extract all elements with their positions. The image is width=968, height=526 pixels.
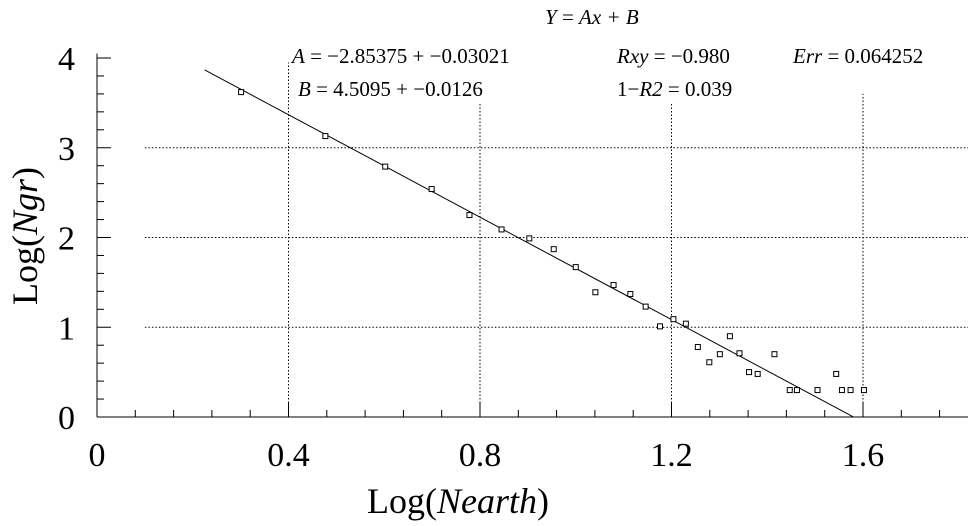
tick-labels: 0 0.4 0.8 1.2 1.6 0 1 2 3 4 <box>58 41 884 474</box>
data-point <box>382 163 389 170</box>
stat-r2: 1−R2 = 0.039 <box>617 77 732 101</box>
equation-label: Y = Ax + B <box>545 5 639 29</box>
fit-line-group <box>204 69 854 418</box>
data-point <box>682 320 689 327</box>
fit-line <box>204 69 854 418</box>
y-tick-label: 1 <box>58 310 75 347</box>
data-point <box>706 359 713 366</box>
stat-a: A = −2.85375 + −0.03021 <box>290 44 510 68</box>
axes <box>96 53 968 418</box>
y-tick-label: 3 <box>58 131 75 168</box>
data-point <box>833 370 840 377</box>
y-tick-label: 0 <box>58 400 75 437</box>
data-point <box>550 246 557 253</box>
tick-marks <box>96 57 941 418</box>
x-tick-label: 1.2 <box>650 437 693 474</box>
data-point <box>610 282 617 289</box>
data-point <box>860 387 867 394</box>
data-point <box>670 316 677 323</box>
x-tick-label: 0.4 <box>267 437 310 474</box>
data-point <box>466 212 473 219</box>
data-point <box>526 235 533 242</box>
data-point <box>642 303 649 310</box>
data-point <box>238 89 245 96</box>
data-point <box>498 226 505 233</box>
data-point <box>814 387 821 394</box>
data-point <box>627 291 634 298</box>
grid-lines <box>144 62 968 417</box>
x-tick-label: 0 <box>89 437 106 474</box>
data-point <box>736 350 743 357</box>
y-tick-label: 2 <box>58 221 75 258</box>
data-point <box>847 387 854 394</box>
data-point <box>771 351 778 358</box>
y-axis-title: Log(Ngr) <box>5 167 45 305</box>
data-point <box>572 264 579 271</box>
data-point <box>716 351 723 358</box>
data-point <box>838 387 845 394</box>
data-point <box>754 370 761 377</box>
x-tick-label: 1.6 <box>842 437 885 474</box>
data-point <box>322 133 329 140</box>
stat-b: B = 4.5095 + −0.0126 <box>298 77 483 101</box>
data-point <box>694 343 701 350</box>
x-axis-title: Log(Nearth) <box>367 481 549 521</box>
data-point <box>726 333 733 340</box>
data-point <box>793 387 800 394</box>
y-tick-label: 4 <box>58 41 75 78</box>
stat-rxy: Rxy = −0.980 <box>616 44 730 68</box>
data-point <box>746 369 753 376</box>
data-points <box>238 89 867 394</box>
data-point <box>786 387 793 394</box>
data-point <box>428 186 435 193</box>
data-point <box>657 323 664 330</box>
stat-err: Err = 0.064252 <box>792 44 923 68</box>
data-point <box>592 289 599 296</box>
x-tick-label: 0.8 <box>459 437 502 474</box>
